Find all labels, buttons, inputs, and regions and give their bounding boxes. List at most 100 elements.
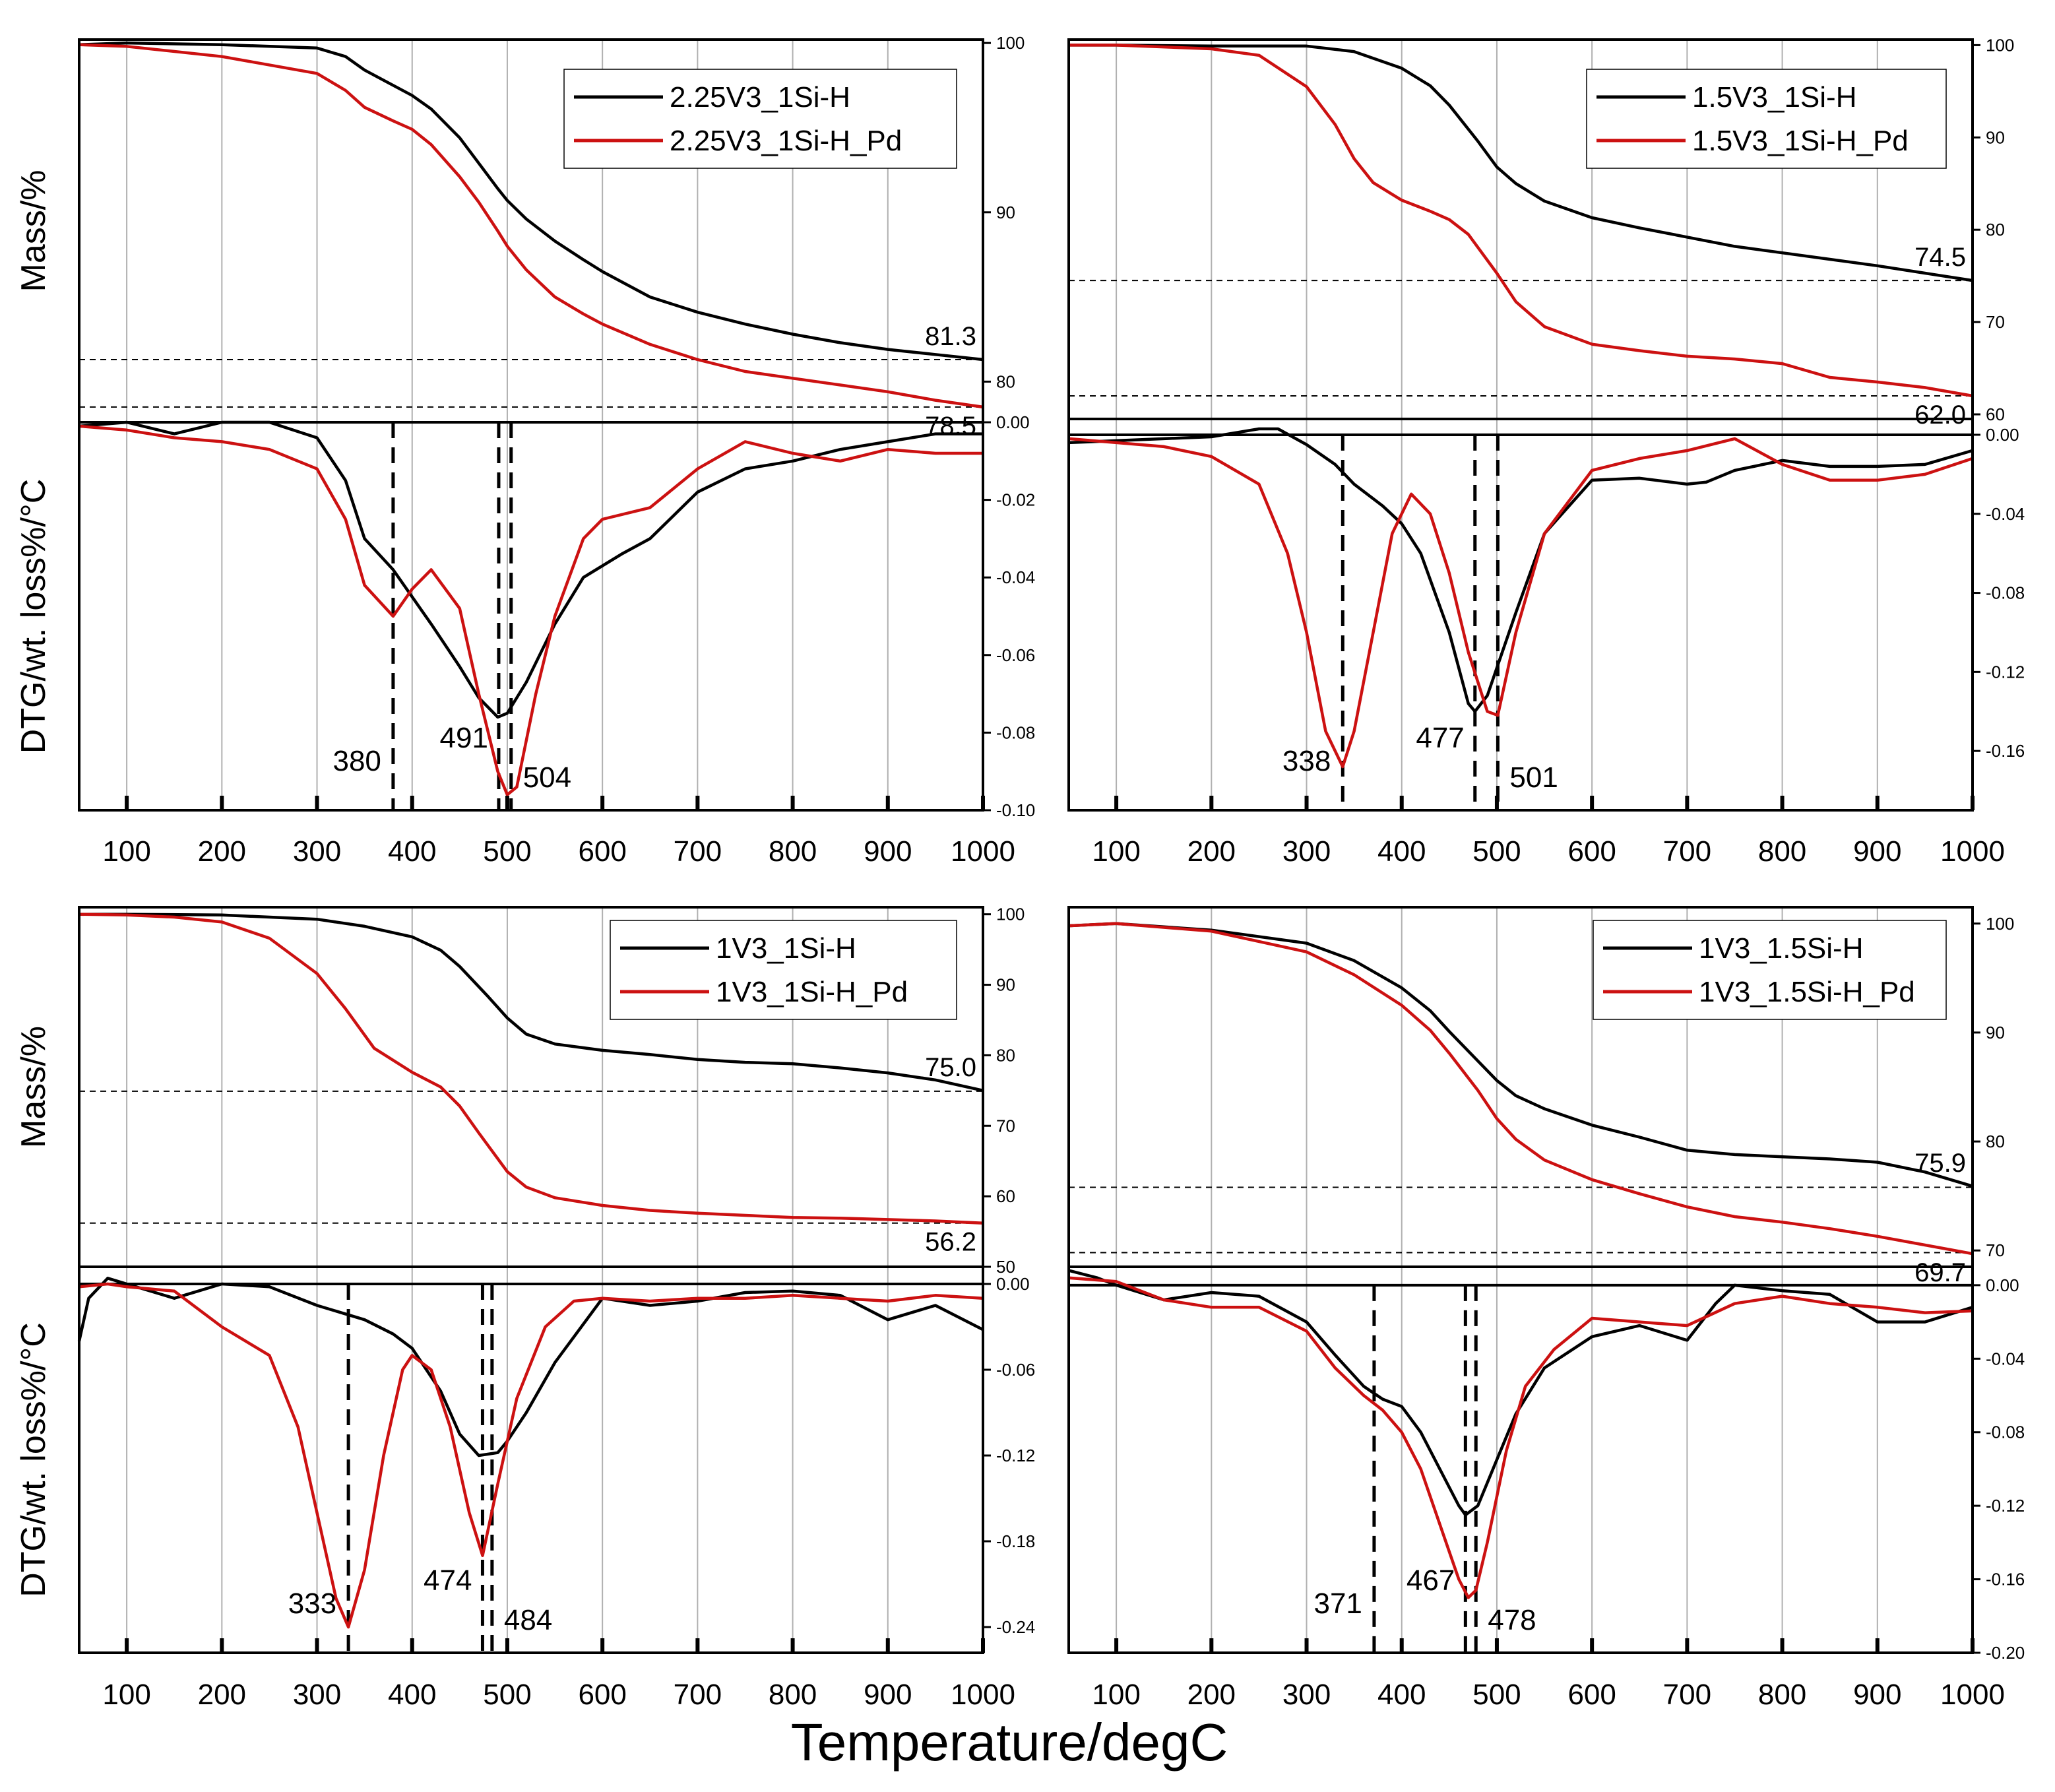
legend-label: 1.5V3_1Si-H_Pd — [1692, 125, 1909, 157]
x-tick-label: 200 — [1187, 835, 1236, 868]
peak-temperature-label: 338 — [1282, 745, 1331, 777]
mass-axis-title: Mass/% — [15, 170, 53, 292]
mass-series-line — [79, 43, 984, 409]
mass-y-tick-label: 80 — [996, 1045, 1015, 1065]
x-tick-label: 1000 — [1940, 835, 2005, 868]
peak-temperature-label: 474 — [424, 1564, 472, 1597]
mass-y-tick-label: 60 — [996, 1186, 1015, 1206]
x-tick-label: 100 — [102, 1679, 150, 1711]
dtg-y-tick-label: -0.06 — [996, 1360, 1035, 1380]
x-tick-label: 1000 — [951, 835, 1015, 868]
x-tick-label: 400 — [1377, 835, 1426, 868]
legend: 2.25V3_1Si-H 2.25V3_1Si-H_Pd — [563, 69, 957, 169]
dtg-y-tick-label: -0.20 — [1986, 1643, 2025, 1663]
mass-y-tick-label: 100 — [1986, 914, 2014, 934]
x-tick-label: 700 — [1663, 1679, 1711, 1711]
dtg-y-tick-label: 0.00 — [996, 412, 1030, 432]
x-tick-label: 100 — [1092, 835, 1140, 868]
mass-end-value-label: 69.7 — [1914, 1258, 1966, 1287]
mass-y-tick-label: 90 — [1986, 1023, 2005, 1042]
dtg-plot-frame — [78, 421, 984, 812]
legend-label: 1.5V3_1Si-H — [1692, 81, 1856, 113]
dtg-y-tick-label: -0.08 — [1986, 583, 2025, 603]
peak-temperature-label: 501 — [1509, 761, 1558, 794]
x-tick-label: 700 — [1663, 835, 1711, 868]
x-tick-label: 400 — [388, 835, 436, 868]
x-tick-label: 900 — [1853, 835, 1901, 868]
x-tick-label: 200 — [198, 835, 246, 868]
dtg-plot-frame — [1067, 1265, 1974, 1654]
dtg-plot-frame — [1067, 418, 1974, 812]
legend-label: 1V3_1.5Si-H_Pd — [1699, 976, 1915, 1008]
dtg-y-tick-label: 0.00 — [1986, 1275, 2019, 1295]
x-tick-label: 800 — [1758, 835, 1806, 868]
peak-temperature-label: 491 — [440, 722, 488, 754]
peak-temperature-label: 371 — [1313, 1587, 1362, 1620]
mass-end-value-label: 75.0 — [925, 1053, 976, 1082]
x-tick-label: 600 — [1567, 1679, 1616, 1711]
dtg-y-tick-label: -0.12 — [996, 1446, 1035, 1465]
mass-y-tick-label: 70 — [996, 1116, 1015, 1136]
legend-label: 2.25V3_1Si-H — [670, 81, 850, 113]
legend-box — [1593, 920, 1947, 1020]
x-tick-label: 300 — [1282, 1679, 1331, 1711]
dtg-y-tick-label: -0.16 — [1986, 741, 2025, 761]
x-tick-label: 900 — [1853, 1679, 1901, 1711]
mass-end-value-label: 78.5 — [925, 412, 976, 441]
mass-series-line — [79, 912, 984, 1092]
dtg-plot-frame — [78, 1265, 984, 1654]
x-tick-label: 300 — [1282, 835, 1331, 868]
x-tick-label: 600 — [578, 1679, 626, 1711]
peak-temperature-label: 380 — [332, 745, 381, 777]
x-tick-label: 300 — [293, 1679, 341, 1711]
mass-y-tick-label: 50 — [996, 1257, 1015, 1277]
mass-y-tick-label: 100 — [1986, 35, 2014, 55]
mass-axis-title: Mass/% — [15, 1026, 53, 1148]
mass-y-tick-label: 100 — [996, 33, 1025, 53]
dtg-y-tick-label: -0.08 — [996, 722, 1035, 742]
dtg-series-line — [79, 1282, 984, 1629]
mass-end-value-label: 75.9 — [1914, 1149, 1966, 1178]
legend: 1V3_1Si-H 1V3_1Si-H_Pd — [610, 920, 957, 1020]
dtg-y-tick-label: 0.00 — [1986, 425, 2019, 445]
mass-y-tick-label: 90 — [1986, 127, 2005, 147]
mass-y-tick-label: 90 — [996, 975, 1015, 995]
panel-bottom-right: 100 200 300 400 500 600 700 800 900 1000 100 90 80 70… — [1067, 906, 2025, 1711]
x-tick-label: 1000 — [951, 1679, 1015, 1711]
x-tick-label: 200 — [1187, 1679, 1236, 1711]
mass-end-value-label: 56.2 — [925, 1228, 976, 1257]
x-tick-label: 500 — [1472, 1679, 1521, 1711]
dtg-axis-title: DTG/wt. loss%/°C — [15, 1322, 53, 1597]
x-tick-label: 800 — [769, 1679, 817, 1711]
x-tick-label: 400 — [1377, 1679, 1426, 1711]
dtg-y-tick-label: -0.02 — [996, 490, 1035, 510]
x-tick-label: 200 — [198, 1679, 246, 1711]
x-tick-label: 600 — [578, 835, 626, 868]
mass-y-tick-label: 80 — [1986, 220, 2005, 240]
peak-temperature-label: 478 — [1488, 1604, 1536, 1636]
mass-series-line — [1069, 44, 1973, 282]
x-tick-label: 500 — [1472, 835, 1521, 868]
dtg-series-line — [79, 420, 983, 719]
panels-layer: 100 200 300 400 500 600 700 800 900 1000 100 90 80 0.… — [15, 33, 2025, 1711]
dtg-series-line — [1068, 1269, 1973, 1517]
dtg-y-tick-label: -0.18 — [996, 1531, 1035, 1551]
dtg-series-line — [1068, 427, 1973, 713]
mass-series-line — [79, 912, 984, 1225]
x-tick-label: 100 — [102, 835, 150, 868]
x-tick-label: 600 — [1567, 835, 1616, 868]
dtg-y-tick-label: -0.04 — [1986, 504, 2025, 524]
panel-bottom-left: 100 200 300 400 500 600 700 800 900 1000 100 90 80 70… — [15, 905, 1035, 1711]
x-tick-label: 900 — [864, 835, 912, 868]
x-tick-label: 800 — [769, 835, 817, 868]
dtg-y-tick-label: -0.10 — [996, 800, 1035, 820]
x-tick-label: 700 — [674, 835, 722, 868]
dtg-y-tick-label: -0.04 — [996, 567, 1035, 587]
x-tick-label: 400 — [388, 1679, 436, 1711]
x-tick-label: 500 — [483, 835, 531, 868]
mass-y-tick-label: 80 — [996, 371, 1015, 391]
x-tick-label: 800 — [1758, 1679, 1806, 1711]
dtg-y-tick-label: -0.12 — [1986, 1496, 2025, 1516]
legend-label: 1V3_1Si-H_Pd — [716, 976, 908, 1008]
